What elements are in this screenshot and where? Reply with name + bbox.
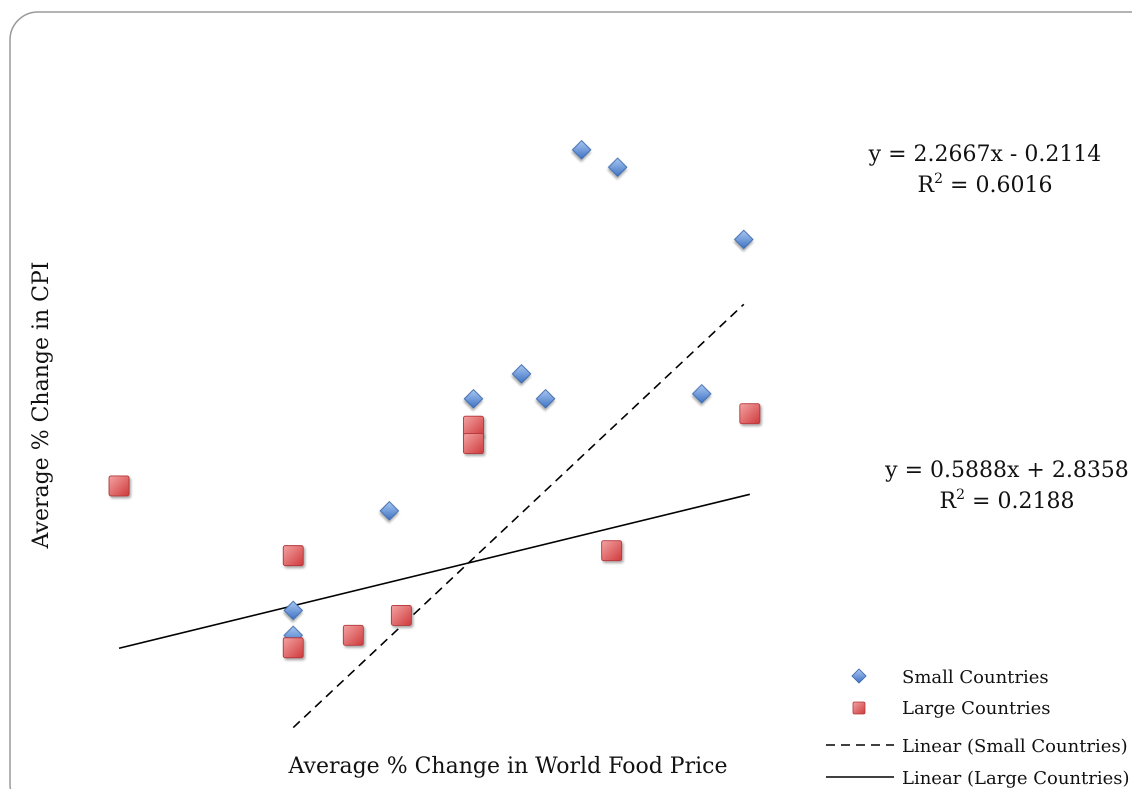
large-trend-r2: R2 = 0.2188 <box>940 487 1075 514</box>
small-country-point <box>283 600 304 621</box>
small-country-point <box>571 139 592 160</box>
legend: Small Countries Large Countries Linear (… <box>826 667 1130 789</box>
small-country-point <box>535 388 556 409</box>
large-trend-r2-sup: 2 <box>956 487 965 503</box>
legend-small-trend-label: Linear (Small Countries) <box>902 736 1128 757</box>
large-country-point <box>390 604 412 626</box>
large-trend-equation: y = 0.5888x + 2.8358 <box>884 458 1129 483</box>
small-country-point <box>607 157 628 178</box>
small-trend-r2-value: = 0.6016 <box>943 173 1052 198</box>
large-country-point <box>108 475 130 497</box>
small-country-point <box>379 500 400 521</box>
legend-large-symbol <box>852 701 866 715</box>
small-trend-r2-sup: 2 <box>934 171 943 187</box>
chart-border <box>9 11 1132 789</box>
large-country-point <box>282 545 304 567</box>
large-country-point <box>342 624 364 646</box>
x-axis-title: Average % Change in World Food Price <box>288 754 728 779</box>
large-trend-r2-prefix: R <box>940 489 958 514</box>
legend-large-label: Large Countries <box>902 698 1050 719</box>
trendline-small-countries <box>292 303 745 729</box>
small-country-point <box>511 364 532 384</box>
data-markers <box>108 139 761 659</box>
large-country-point <box>463 433 484 455</box>
large-country-point <box>282 637 304 659</box>
small-country-point <box>463 388 484 409</box>
trendlines <box>118 303 751 729</box>
trendline-large-countries <box>118 493 751 650</box>
small-trend-r2: R2 = 0.6016 <box>918 171 1053 198</box>
small-country-point <box>733 229 754 250</box>
legend-large-trend-label: Linear (Large Countries) <box>902 768 1130 789</box>
legend-small-symbol <box>851 668 867 684</box>
small-trend-r2-prefix: R <box>918 173 936 198</box>
small-country-point <box>691 383 712 404</box>
large-trend-r2-value: = 0.2188 <box>965 489 1074 514</box>
y-axis-title: Average % Change in CPI <box>29 262 54 550</box>
small-trend-equation: y = 2.2667x - 0.2114 <box>868 142 1102 167</box>
large-country-point <box>601 540 623 562</box>
legend-small-label: Small Countries <box>902 667 1049 688</box>
large-country-point <box>739 403 761 425</box>
